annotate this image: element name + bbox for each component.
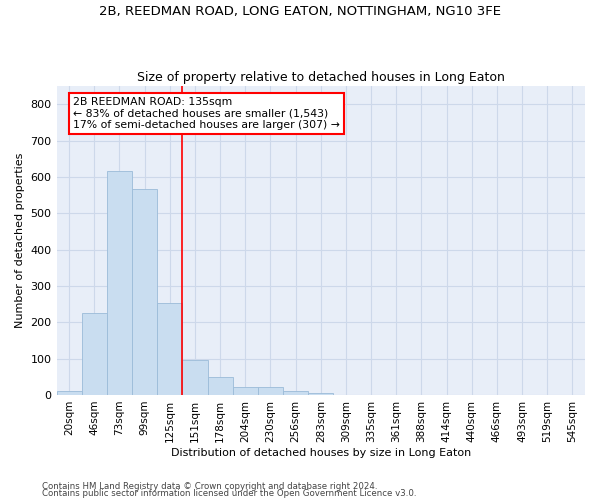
Y-axis label: Number of detached properties: Number of detached properties	[15, 153, 25, 328]
Bar	[208, 377, 233, 395]
Bar	[182, 360, 208, 395]
Bar	[283, 390, 308, 395]
Bar	[233, 387, 258, 395]
Text: Contains public sector information licensed under the Open Government Licence v3: Contains public sector information licen…	[42, 490, 416, 498]
Bar	[107, 170, 132, 395]
X-axis label: Distribution of detached houses by size in Long Eaton: Distribution of detached houses by size …	[170, 448, 471, 458]
Text: Contains HM Land Registry data © Crown copyright and database right 2024.: Contains HM Land Registry data © Crown c…	[42, 482, 377, 491]
Bar	[258, 387, 283, 395]
Bar	[308, 393, 334, 395]
Text: 2B REEDMAN ROAD: 135sqm
← 83% of detached houses are smaller (1,543)
17% of semi: 2B REEDMAN ROAD: 135sqm ← 83% of detache…	[73, 97, 340, 130]
Bar	[157, 304, 182, 395]
Text: 2B, REEDMAN ROAD, LONG EATON, NOTTINGHAM, NG10 3FE: 2B, REEDMAN ROAD, LONG EATON, NOTTINGHAM…	[99, 5, 501, 18]
Title: Size of property relative to detached houses in Long Eaton: Size of property relative to detached ho…	[137, 70, 505, 84]
Bar	[132, 189, 157, 395]
Bar	[56, 392, 82, 395]
Bar	[82, 313, 107, 395]
